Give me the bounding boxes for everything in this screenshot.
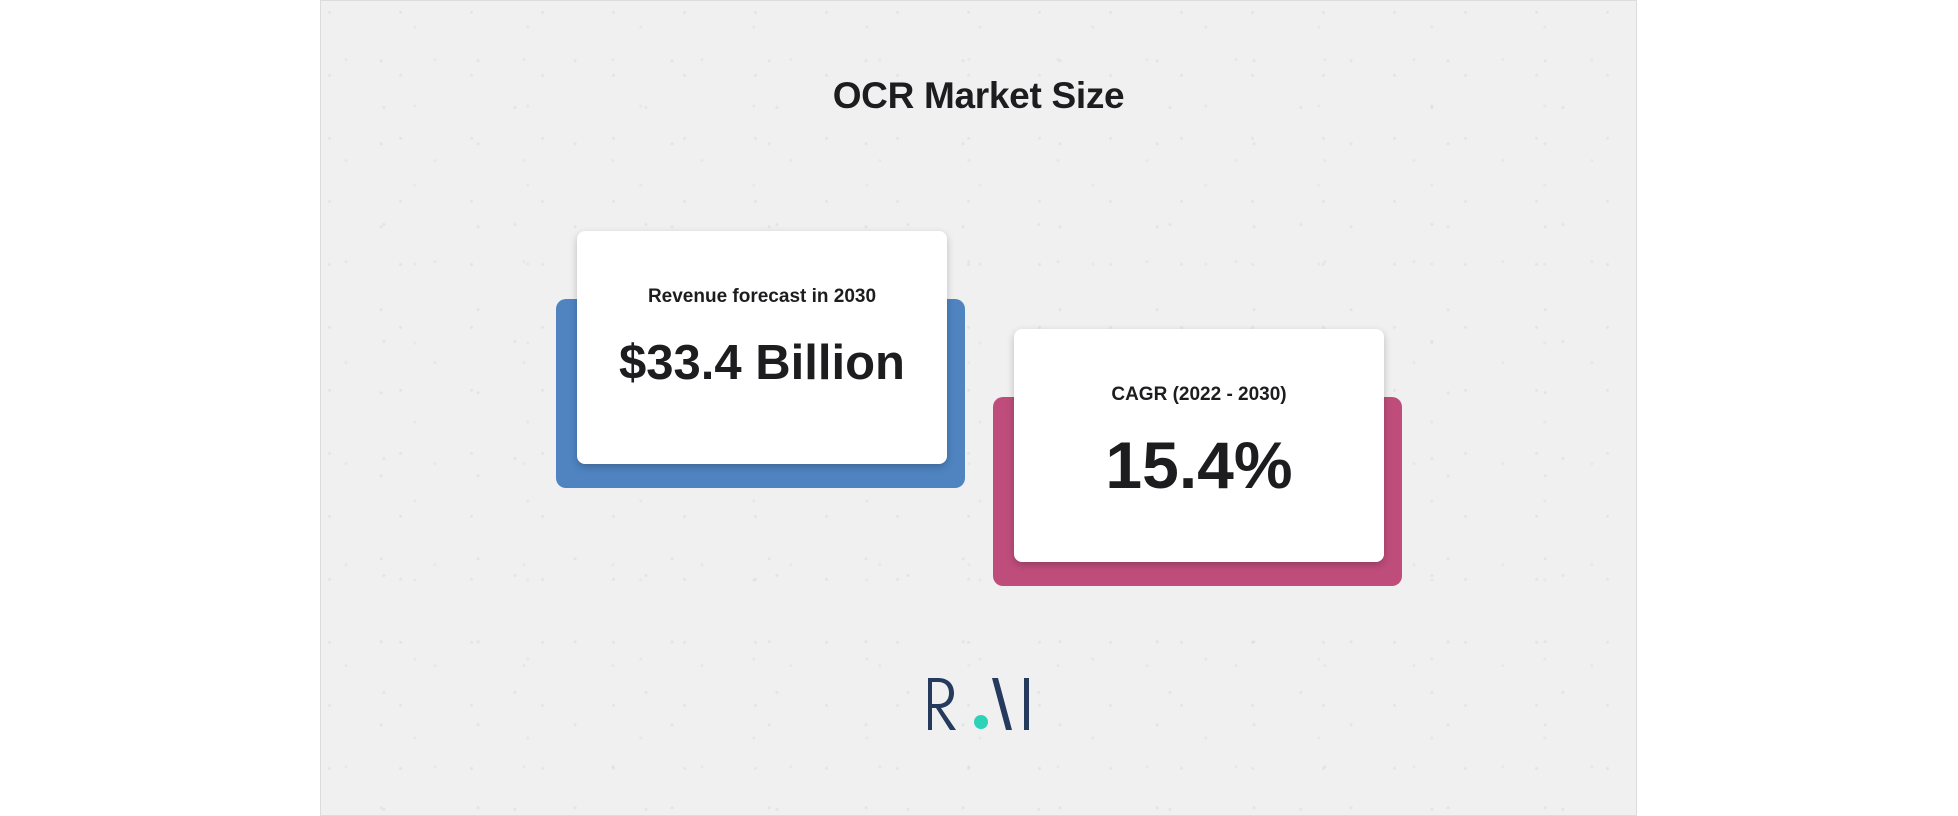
page-title: OCR Market Size <box>832 75 1125 116</box>
revenue-card-value: $33.4 Billion <box>619 336 905 390</box>
revenue-card-label: Revenue forecast in 2030 <box>647 286 877 307</box>
revenue-card: Revenue forecast in 2030 $33.4 Billion <box>577 231 947 464</box>
logo-letter-r <box>928 678 956 730</box>
cagr-card-value: 15.4% <box>1105 428 1293 502</box>
rai-logo <box>928 678 1029 730</box>
infographic-canvas: OCR Market Size Revenue forecast in 2030… <box>320 0 1637 816</box>
cagr-card: CAGR (2022 - 2030) 15.4% <box>1014 329 1384 562</box>
cagr-card-label: CAGR (2022 - 2030) <box>1111 384 1287 405</box>
logo-letter-a <box>992 678 1012 730</box>
logo-dot <box>974 715 988 729</box>
logo-letter-i <box>1024 678 1029 730</box>
